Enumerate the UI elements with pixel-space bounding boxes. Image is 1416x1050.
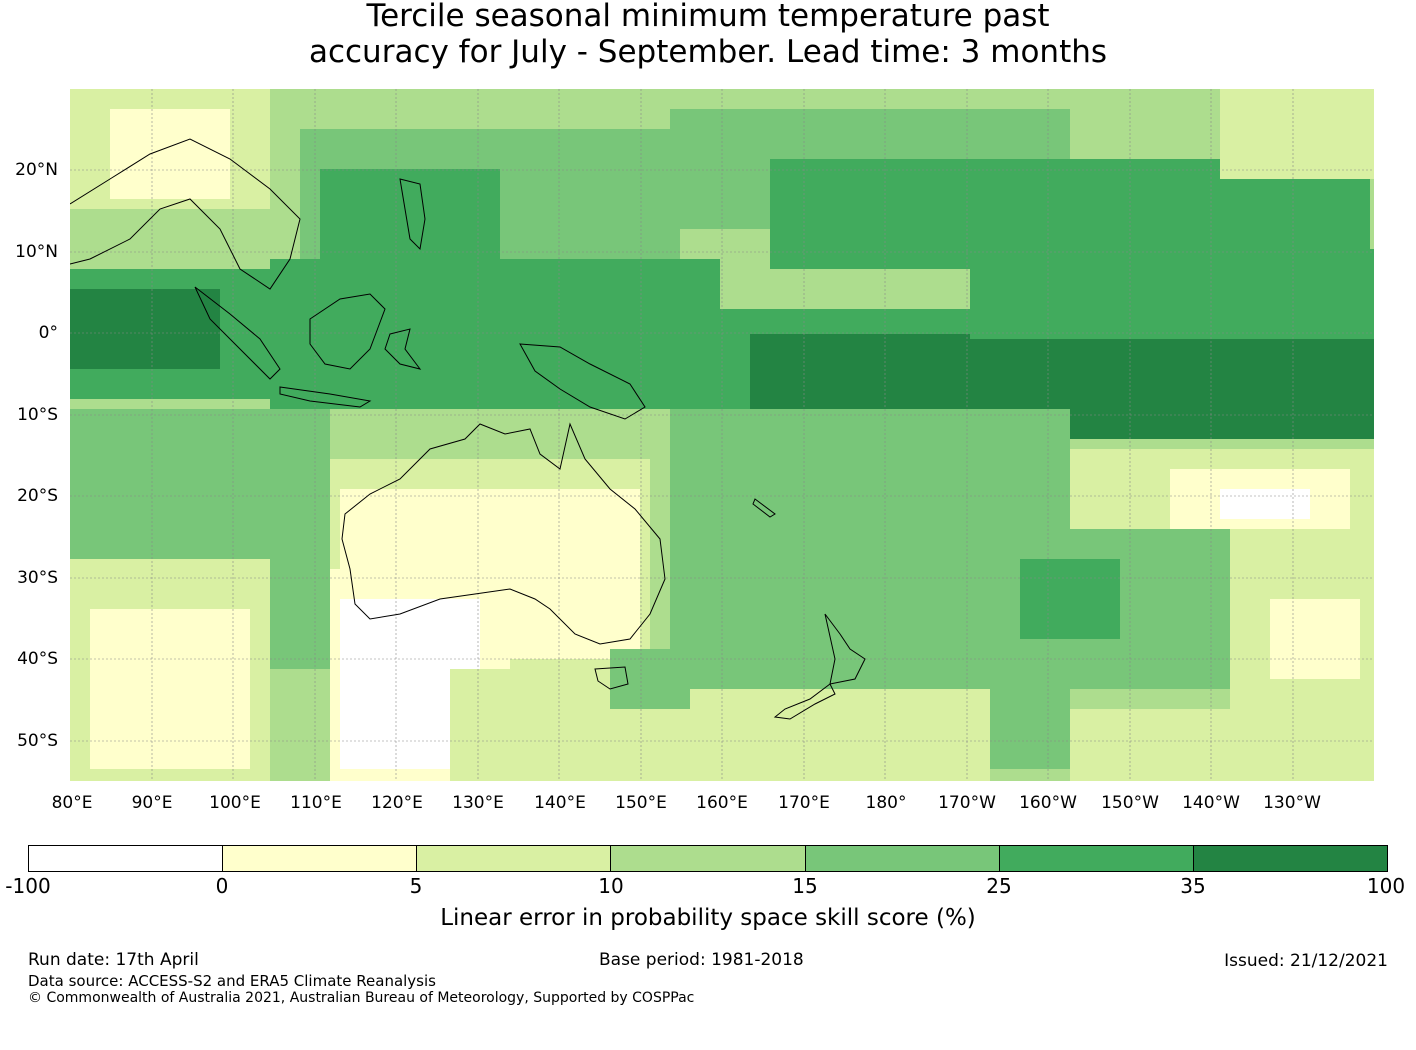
colorbar-tick: 5	[409, 874, 423, 898]
colorbar-tick: 35	[1180, 874, 1206, 898]
data-source: Data source: ACCESS-S2 and ERA5 Climate …	[28, 972, 436, 990]
colorbar-tick: 15	[792, 874, 818, 898]
colorbar-label: Linear error in probability space skill …	[440, 905, 976, 931]
new-caledonia-outline	[752, 498, 776, 518]
skill-field	[70, 89, 1374, 781]
colorbar-bin-4	[611, 846, 806, 871]
lon-label-80e: 80°E	[51, 793, 93, 813]
lat-label-50s: 50°S	[17, 731, 58, 751]
issued-date: Issued: 21/12/2021	[1224, 951, 1388, 971]
copyright-notice: © Commonwealth of Australia 2021, Austra…	[28, 990, 695, 1006]
colorbar-tick: 100	[1366, 874, 1406, 898]
colorbar-bin-6	[999, 846, 1194, 871]
lon-label-170w: 170°W	[938, 793, 996, 813]
lon-label-140w: 140°W	[1182, 793, 1240, 813]
gridlines	[70, 89, 1374, 781]
colorbar-bin-5	[805, 846, 1000, 871]
java-outline	[279, 386, 372, 408]
map-title-line-2: accuracy for July - September. Lead time…	[308, 34, 1108, 70]
lon-label-140e: 140°E	[534, 793, 586, 813]
skill-score-map	[70, 89, 1374, 781]
colorbar-bin-3	[417, 846, 612, 871]
lat-label-20n: 20°N	[15, 160, 58, 180]
sulawesi-outline	[384, 328, 422, 370]
lon-label-100e: 100°E	[209, 793, 261, 813]
colorbar	[28, 845, 1388, 872]
lon-label-110e: 110°E	[290, 793, 342, 813]
lon-label-180: 180°	[865, 793, 907, 813]
lon-label-150e: 150°E	[615, 793, 667, 813]
borneo-outline	[309, 293, 386, 370]
colorbar-tick: 0	[215, 874, 229, 898]
lon-label-130e: 130°E	[452, 793, 504, 813]
lon-label-160w: 160°W	[1019, 793, 1077, 813]
indochina-outline	[70, 138, 301, 290]
lon-label-160e: 160°E	[696, 793, 748, 813]
colorbar-tick: 25	[986, 874, 1012, 898]
australia-outline	[341, 422, 666, 645]
lon-label-170e: 170°E	[778, 793, 830, 813]
colorbar-tick: -100	[5, 874, 51, 898]
lon-label-150w: 150°W	[1101, 793, 1159, 813]
philippines-outline	[399, 178, 426, 251]
lat-label-10s: 10°S	[17, 405, 58, 425]
lat-label-30s: 30°S	[17, 568, 58, 588]
coastlines	[70, 138, 866, 720]
lon-label-90e: 90°E	[131, 793, 173, 813]
lat-label-0: 0°	[38, 323, 58, 343]
base-period: Base period: 1981-2018	[599, 950, 804, 970]
new-zealand-north-outline	[824, 613, 866, 685]
lat-label-10n: 10°N	[15, 242, 58, 262]
run-date: Run date: 17th April	[28, 950, 199, 970]
map-title-line-1: Tercile seasonal minimum temperature pas…	[366, 0, 1050, 34]
colorbar-bin-7	[1193, 846, 1387, 871]
lon-label-130w: 130°W	[1263, 793, 1321, 813]
tasmania-outline	[594, 666, 629, 690]
lat-label-40s: 40°S	[17, 649, 58, 669]
colorbar-tick: 10	[598, 874, 624, 898]
colorbar-bin-1	[29, 846, 224, 871]
new-guinea-outline	[519, 343, 646, 420]
lon-label-120e: 120°E	[371, 793, 423, 813]
new-zealand-south-outline	[773, 683, 836, 720]
lat-label-20s: 20°S	[17, 486, 58, 506]
colorbar-bin-2	[223, 846, 418, 871]
sumatra-outline	[194, 286, 281, 380]
